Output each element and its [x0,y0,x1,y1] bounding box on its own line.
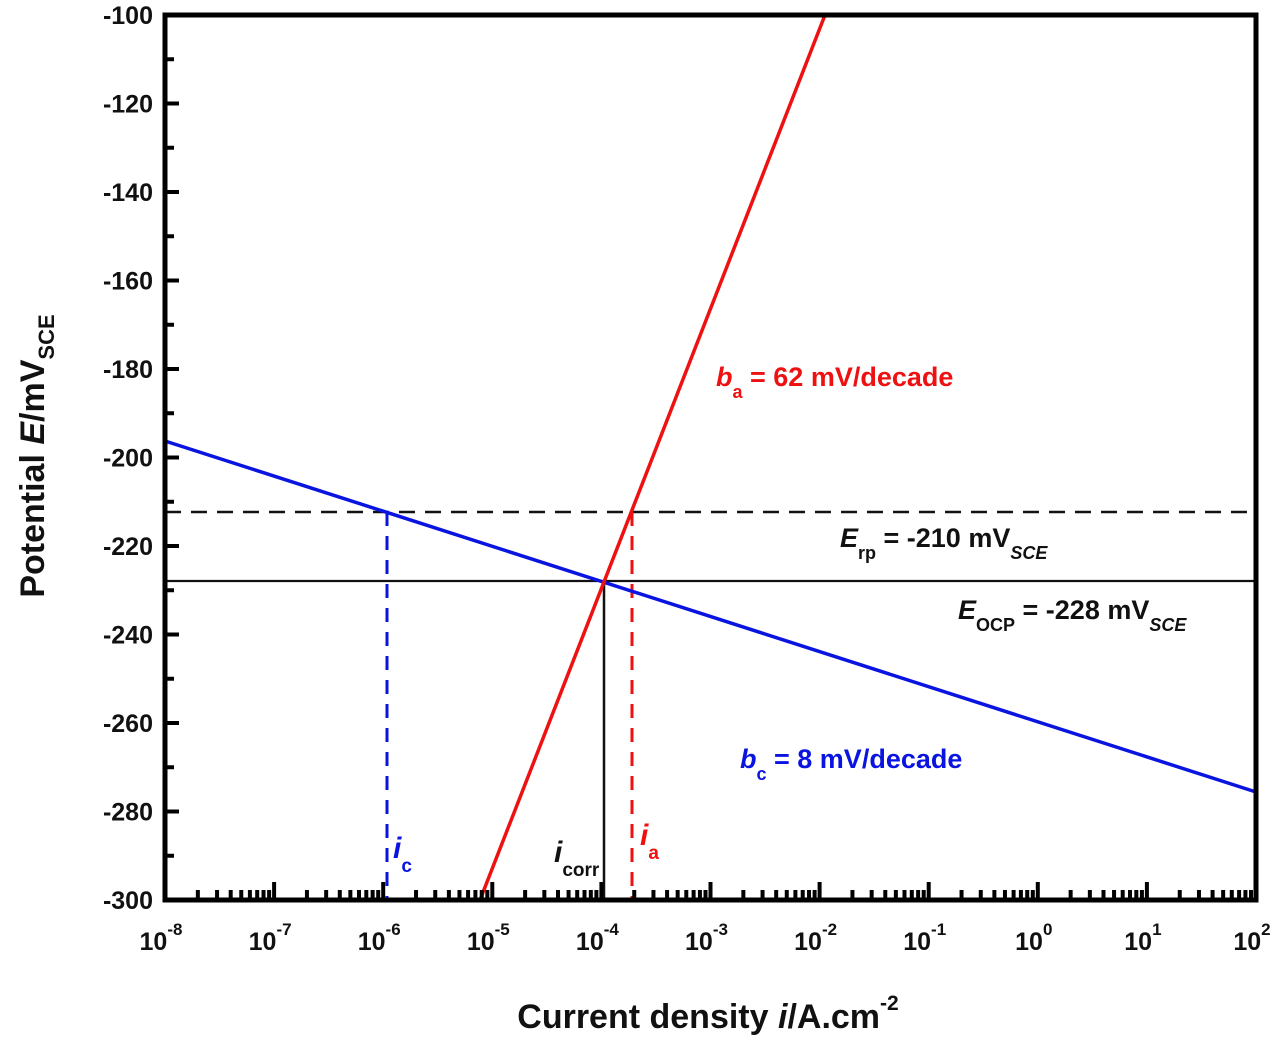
x-tick-label: 102 [1233,920,1270,956]
bc-annotation: bc = 8 mV/decade [740,744,962,784]
x-axis-tick-labels: 10-8 10-7 10-6 10-5 10-4 10-3 10-2 10-1 100 101 10… [140,920,1271,956]
y-axis-ticks [165,13,179,902]
eocp-annotation: EOCP = -228 mVSCE [958,595,1187,635]
ba-annotation: ba = 62 mV/decade [716,362,953,402]
cathodic-tafel-line [164,439,1257,794]
y-tick-label: -280 [103,799,153,827]
y-tick-label: -100 [103,2,153,30]
x-axis-title: Current density i/A.cm-2 [517,992,898,1036]
y-tick-label: -220 [103,533,153,561]
plot-frame [162,12,1259,903]
x-tick-label: 10-5 [467,920,510,956]
x-tick-label: 10-6 [358,920,401,956]
x-tick-label: 10-7 [249,920,292,956]
y-tick-label: -240 [103,622,153,650]
icorr-annotation: icorr [554,836,600,881]
y-tick-label: -180 [103,356,153,384]
y-tick-label: -300 [103,887,153,915]
y-tick-label: -140 [103,179,153,207]
y-tick-label: -120 [103,91,153,119]
y-tick-label: -260 [103,710,153,738]
x-tick-label: 101 [1124,920,1161,956]
y-axis-title: Potential E/mVSCE [14,314,59,597]
x-tick-label: 10-3 [685,920,728,956]
erp-annotation: Erp = -210 mVSCE [840,523,1048,563]
x-tick-label: 10-1 [903,920,946,956]
y-axis-tick-labels: -100 -120 -140 -160 -180 -200 -220 -240 -260 -280… [103,2,153,915]
anodic-tafel-line [478,14,827,901]
x-tick-label: 10-4 [576,920,619,956]
x-tick-label: 10-2 [794,920,837,956]
plot-lines [164,14,1257,901]
x-tick-label: 100 [1015,920,1052,956]
ic-annotation: ic [393,832,412,877]
x-tick-label: 10-8 [140,920,183,956]
x-axis-ticks [163,882,1258,900]
y-tick-label: -200 [103,445,153,473]
ia-annotation: ia [640,819,659,864]
y-tick-label: -160 [103,268,153,296]
